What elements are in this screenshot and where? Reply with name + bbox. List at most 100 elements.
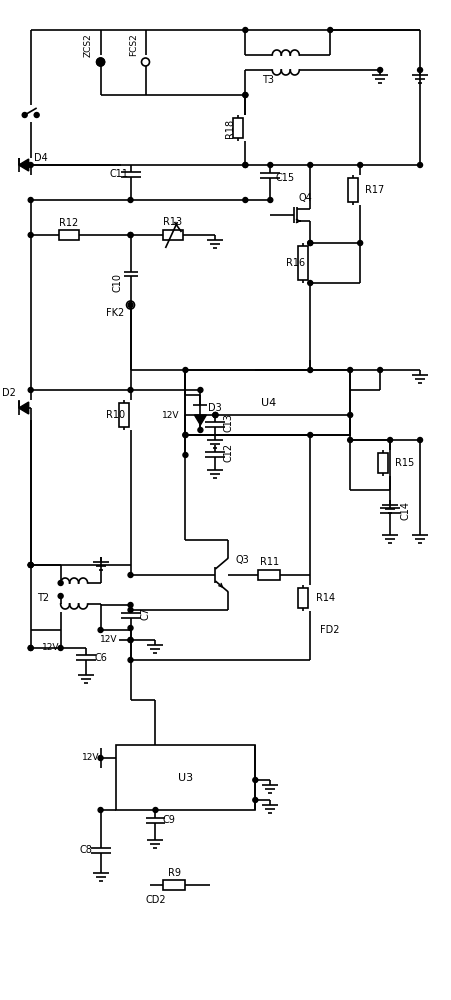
Circle shape	[128, 658, 133, 662]
Circle shape	[98, 756, 103, 760]
Circle shape	[243, 93, 248, 98]
Circle shape	[183, 432, 188, 438]
Text: Q3: Q3	[235, 555, 249, 565]
Text: C6: C6	[94, 653, 107, 663]
Circle shape	[58, 646, 63, 650]
Circle shape	[253, 798, 258, 802]
Circle shape	[358, 162, 363, 167]
Text: R10: R10	[106, 410, 125, 420]
Circle shape	[128, 198, 133, 202]
Circle shape	[198, 387, 203, 392]
Circle shape	[348, 367, 353, 372]
Bar	[298, 588, 308, 608]
Circle shape	[418, 162, 423, 167]
Circle shape	[28, 162, 33, 167]
Polygon shape	[194, 415, 207, 425]
Bar	[119, 403, 129, 427]
Bar	[298, 246, 308, 280]
Circle shape	[98, 808, 103, 812]
Circle shape	[243, 27, 248, 32]
Circle shape	[243, 162, 248, 167]
Text: R12: R12	[59, 218, 78, 228]
Circle shape	[268, 198, 273, 202]
Circle shape	[213, 412, 218, 418]
Circle shape	[183, 367, 188, 372]
Polygon shape	[18, 159, 29, 171]
Circle shape	[28, 232, 33, 237]
Circle shape	[308, 240, 313, 245]
Text: D2: D2	[2, 388, 16, 398]
Circle shape	[243, 93, 248, 98]
Circle shape	[153, 808, 158, 812]
Bar	[185, 370, 350, 435]
Circle shape	[213, 412, 218, 418]
Circle shape	[243, 162, 248, 167]
Text: Q4: Q4	[299, 193, 312, 203]
Bar	[59, 230, 78, 240]
Text: T3: T3	[262, 75, 274, 85]
Text: U3: U3	[178, 773, 193, 783]
Bar	[163, 230, 184, 240]
Circle shape	[22, 112, 27, 117]
Text: C7: C7	[141, 606, 151, 619]
Bar	[348, 178, 358, 202]
Text: FCS2: FCS2	[129, 34, 138, 56]
Bar	[233, 118, 244, 138]
Text: R13: R13	[163, 217, 182, 227]
Circle shape	[58, 580, 63, 585]
Bar	[378, 453, 388, 473]
Text: C13: C13	[223, 412, 233, 432]
Text: C12: C12	[223, 442, 233, 462]
Circle shape	[308, 280, 313, 286]
Circle shape	[28, 387, 33, 392]
Text: FD2: FD2	[321, 625, 340, 635]
Circle shape	[128, 232, 133, 237]
Circle shape	[308, 432, 313, 438]
Text: R9: R9	[168, 868, 181, 878]
Text: C10: C10	[113, 273, 123, 292]
Text: C8: C8	[79, 845, 92, 855]
Circle shape	[418, 68, 423, 73]
Circle shape	[58, 593, 63, 598]
Text: R18: R18	[226, 118, 235, 138]
Text: D3: D3	[207, 403, 221, 413]
Text: CD2: CD2	[145, 895, 166, 905]
Circle shape	[28, 562, 33, 568]
Text: C11: C11	[109, 169, 128, 179]
Circle shape	[268, 162, 273, 167]
Bar	[258, 570, 280, 580]
Circle shape	[34, 112, 39, 117]
Text: U4: U4	[261, 398, 276, 408]
Circle shape	[128, 232, 133, 237]
Text: R16: R16	[285, 258, 305, 268]
Circle shape	[243, 198, 248, 202]
Circle shape	[358, 240, 363, 245]
Circle shape	[308, 367, 313, 372]
Circle shape	[28, 646, 33, 650]
Text: ZCS2: ZCS2	[84, 33, 93, 57]
Circle shape	[128, 572, 133, 578]
Circle shape	[308, 162, 313, 167]
Text: 12V: 12V	[162, 410, 179, 420]
Circle shape	[253, 778, 258, 782]
Bar	[163, 880, 185, 890]
Circle shape	[387, 438, 393, 442]
Circle shape	[183, 452, 188, 458]
Bar	[115, 745, 255, 810]
Circle shape	[28, 646, 33, 650]
Text: 12V: 12V	[42, 644, 60, 652]
Circle shape	[418, 438, 423, 442]
Text: C9: C9	[162, 815, 175, 825]
Text: R11: R11	[260, 557, 279, 567]
Text: D4: D4	[34, 153, 47, 163]
Text: R14: R14	[316, 593, 335, 603]
Text: R17: R17	[365, 185, 385, 195]
Circle shape	[308, 240, 313, 245]
Text: 12V: 12V	[100, 636, 117, 645]
Circle shape	[98, 628, 103, 633]
Circle shape	[128, 387, 133, 392]
Circle shape	[328, 27, 333, 32]
Circle shape	[128, 302, 133, 308]
Text: T2: T2	[37, 593, 49, 603]
Circle shape	[128, 607, 133, 612]
